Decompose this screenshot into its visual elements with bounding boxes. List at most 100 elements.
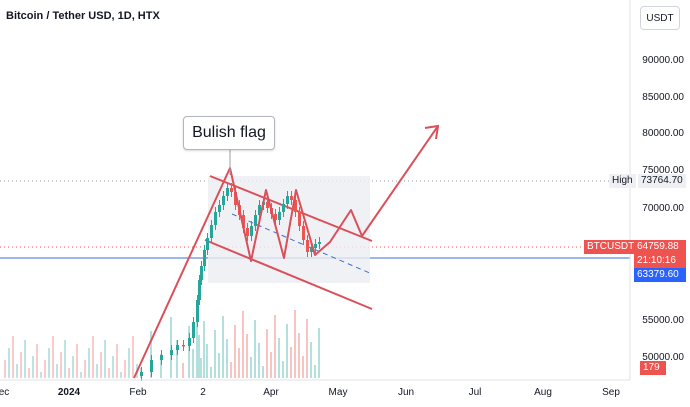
candle-body (206, 238, 209, 250)
volume-bar (234, 325, 236, 378)
volume-bar (124, 360, 126, 378)
candlestick-series (4, 183, 321, 381)
candle-body (226, 188, 229, 196)
volume-bar (192, 349, 194, 378)
volume-bar (302, 356, 304, 378)
volume-bar (218, 353, 220, 378)
volume-bar (160, 354, 162, 378)
volume-bar (108, 368, 110, 378)
price-path-drawing[interactable] (133, 125, 439, 379)
volume-bar (24, 340, 26, 378)
candle-body (242, 215, 245, 228)
candle-body (286, 196, 289, 204)
currency-button[interactable]: USDT (640, 6, 680, 30)
candle-body (250, 226, 253, 236)
price-tick: 50000.00 (642, 352, 684, 363)
volume-bar (132, 336, 134, 378)
volume-bar (198, 335, 200, 378)
volume-bar (258, 343, 260, 378)
time-tick: ec (0, 387, 10, 398)
volume-bar (68, 368, 70, 378)
volume-bar (298, 333, 300, 378)
volume-bar (226, 339, 228, 378)
price-tick: 70000.00 (642, 203, 684, 214)
candle-body (302, 226, 305, 240)
candle-body (196, 300, 199, 322)
candle-body (182, 345, 185, 347)
candle-body (140, 372, 143, 376)
price-tick: 80000.00 (642, 128, 684, 139)
candle-body (290, 196, 293, 200)
line-price-tag: 63379.60 (634, 268, 686, 282)
volume-bar (286, 324, 288, 378)
volume-bar (182, 363, 184, 378)
volume-bar (20, 352, 22, 378)
high-value-tag: 73764.70 (638, 174, 686, 188)
time-tick: Jun (397, 387, 415, 398)
candle-body (160, 355, 163, 360)
time-tick: Apr (263, 387, 279, 398)
candle-body (218, 205, 221, 212)
candle-body (294, 200, 297, 212)
volume-bar (290, 347, 292, 378)
volume-bar (80, 372, 82, 378)
volume-bar (250, 357, 252, 378)
last-price-tag: 64759.88 (634, 240, 686, 254)
volume-bar (222, 316, 224, 378)
volume-bar (120, 372, 122, 378)
volume-bar (278, 338, 280, 378)
volume-bar (238, 348, 240, 378)
volume-bar (140, 368, 142, 378)
volume-bar (262, 366, 264, 378)
volume-tag: 179 (640, 361, 666, 375)
volume-bar (282, 361, 284, 378)
volume-bar (200, 358, 202, 378)
projection-arrowhead (424, 124, 440, 140)
volume-bar (170, 317, 172, 378)
candle-body (246, 228, 249, 236)
volume-bar (188, 326, 190, 378)
volume-bar (242, 311, 244, 378)
volume-bar (318, 328, 320, 378)
volume-bar (214, 330, 216, 378)
candle-body (210, 225, 213, 238)
candle-body (258, 205, 261, 215)
flag-midline (231, 213, 373, 275)
candle-body (278, 212, 281, 220)
volume-bar (104, 340, 106, 378)
price-tick: 90000.00 (642, 55, 684, 66)
volume-bar (116, 344, 118, 378)
time-tick: 2024 (57, 387, 81, 398)
candle-body (188, 338, 191, 346)
volume-bar (32, 356, 34, 378)
volume-bar (176, 340, 178, 378)
price-tick: 85000.00 (642, 92, 684, 103)
volume-bar (314, 365, 316, 378)
candle-body (176, 345, 179, 350)
time-tick: 2 (200, 387, 206, 398)
volume-bar (84, 360, 86, 378)
candle-body (234, 192, 237, 205)
volume-bar (266, 329, 268, 378)
candle-body (198, 280, 201, 300)
flag-upper-trendline[interactable] (209, 175, 373, 242)
candle-body (298, 212, 301, 226)
candle-body (318, 242, 321, 244)
symbol-title[interactable]: Bitcoin / Tether USD, 1D, HTX (6, 10, 160, 22)
candle-body (222, 196, 225, 205)
volume-bar (16, 364, 18, 378)
volume-bar (246, 334, 248, 378)
volume-bar (76, 344, 78, 378)
bulish-flag-callout[interactable]: Bulish flag (183, 116, 275, 150)
flag-lower-trendline[interactable] (204, 239, 373, 310)
volume-bar (206, 344, 208, 378)
volume-bar (230, 362, 232, 378)
candle-body (310, 248, 313, 252)
volume-bar (196, 312, 198, 378)
volume-bar (254, 320, 256, 378)
candle-body (200, 266, 203, 280)
candle-body (150, 360, 153, 372)
volume-bar (270, 352, 272, 378)
